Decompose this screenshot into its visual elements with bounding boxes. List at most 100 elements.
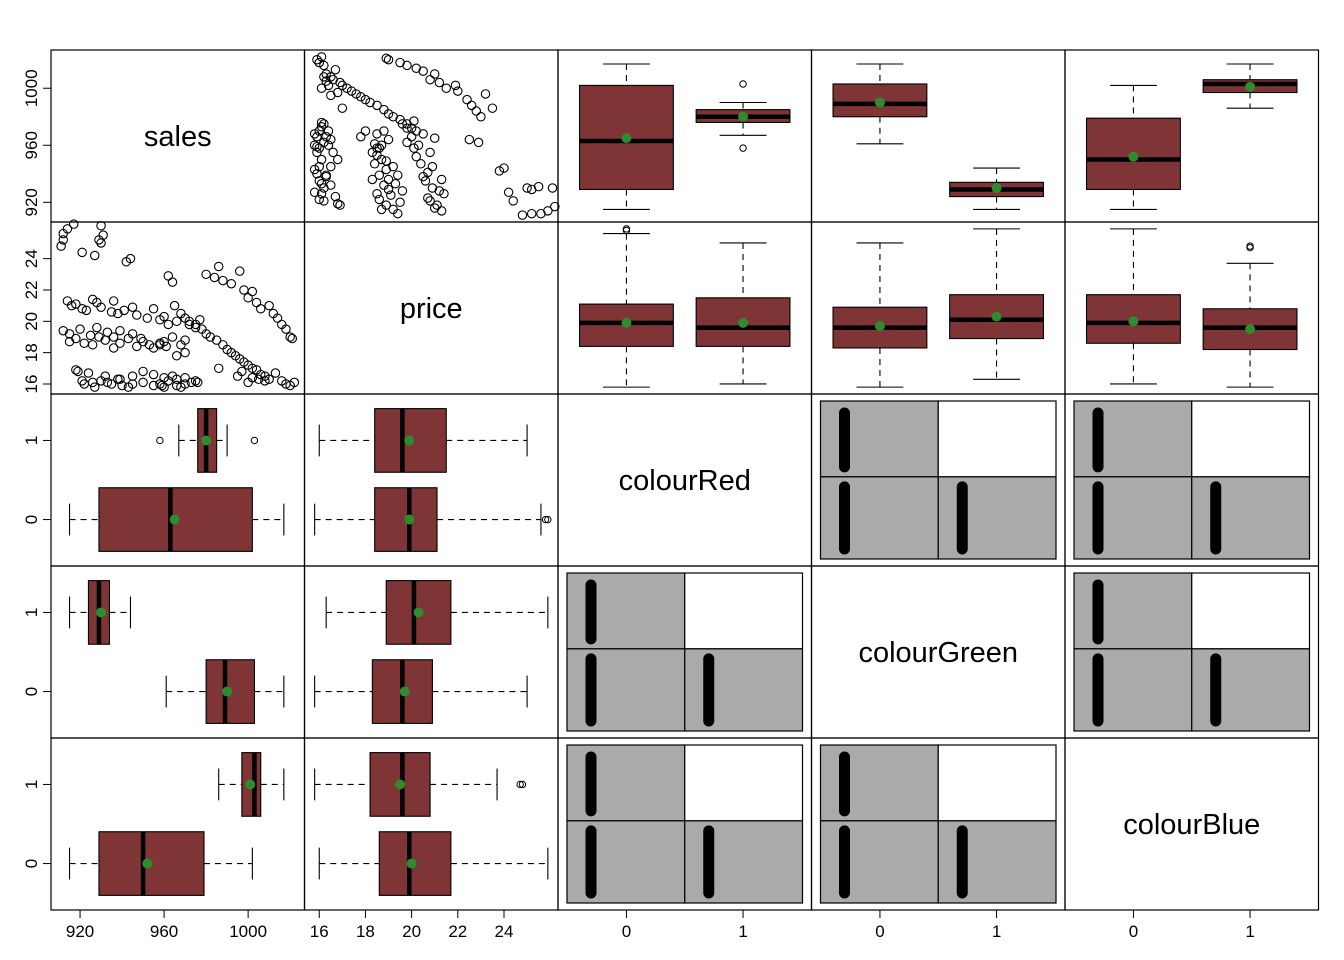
scatter-point-price-sales-113 xyxy=(321,131,331,142)
y-tick-label-price-24: 24 xyxy=(22,249,41,268)
scatter-point-sales-price-5 xyxy=(96,220,106,231)
scatter-point-sales-price-116 xyxy=(163,271,174,281)
scatter-point-sales-price-121 xyxy=(218,275,228,286)
scatter-point-sales-price-69 xyxy=(77,376,87,386)
scatter-point-sales-price-120 xyxy=(213,261,224,272)
scatter-point-sales-price-14 xyxy=(66,300,77,311)
scatter-point-sales-price-43 xyxy=(108,332,119,342)
scatter-point-price-sales-67 xyxy=(356,131,366,142)
scatter-point-sales-price-138 xyxy=(184,316,195,327)
y-tick-label-colourGreen-0: 0 xyxy=(22,687,41,696)
scatter-point-price-sales-155 xyxy=(321,69,331,79)
boxplot-sales-by-colourRed-group1-outlier-0 xyxy=(739,144,747,152)
boxplot-price-by-colourRed-group1-mean xyxy=(738,317,749,328)
scatter-point-price-sales-99 xyxy=(319,60,329,71)
scatter-point-price-sales-129 xyxy=(429,69,440,79)
scatter-point-price-sales-141 xyxy=(388,112,398,122)
scatter-point-sales-price-96 xyxy=(253,374,264,385)
x-tick-label-colourRed-0: 0 xyxy=(622,922,631,941)
scatter-point-sales-price-54 xyxy=(71,333,81,344)
scatter-point-sales-price-127 xyxy=(251,297,262,308)
scatter-point-sales-price-65 xyxy=(155,340,165,350)
boxplot-sales-by-colourRed-group1-mean xyxy=(738,111,749,122)
scatter-point-sales-price-126 xyxy=(247,286,258,297)
mosaic-r4-c2-cell-0-0 xyxy=(566,744,686,822)
hboxplot-price-by-colourRed-group0-outlier-1 xyxy=(544,515,552,524)
scatter-point-price-sales-86 xyxy=(312,131,322,142)
scatter-point-sales-price-91 xyxy=(213,363,224,374)
scatter-point-price-sales-28 xyxy=(425,147,435,158)
scatter-point-sales-price-115 xyxy=(190,376,201,386)
hboxplot-sales-by-colourGreen-group0-mean xyxy=(222,686,233,697)
scatter-point-sales-price-61 xyxy=(123,333,134,344)
scatter-point-sales-price-77 xyxy=(117,380,127,391)
scatter-point-sales-price-133 xyxy=(281,324,291,334)
scatter-point-sales-price-17 xyxy=(81,305,92,316)
scatter-point-price-sales-80 xyxy=(316,154,327,165)
scatter-point-price-sales-30 xyxy=(413,140,424,151)
hboxplot-sales-by-colourRed-group0-mean xyxy=(169,514,180,525)
scatter-point-price-sales-87 xyxy=(309,129,320,139)
x-tick-label-sales-1000: 1000 xyxy=(229,922,267,941)
scatter-point-sales-price-62 xyxy=(132,341,142,352)
scatter-point-price-sales-125 xyxy=(441,83,452,93)
scatter-point-sales-price-110 xyxy=(148,369,159,380)
scatter-point-sales-price-30 xyxy=(159,311,169,322)
scatter-point-price-sales-9 xyxy=(503,187,514,198)
scatter-point-price-sales-26 xyxy=(416,159,426,169)
scatter-point-sales-price-52 xyxy=(180,335,190,345)
scatter-point-price-sales-25 xyxy=(427,161,438,172)
scatter-point-sales-price-153 xyxy=(255,369,266,380)
scatter-point-sales-price-38 xyxy=(64,329,75,339)
scatter-point-sales-price-44 xyxy=(115,325,125,336)
mosaic-r3-c4-cell-0-0 xyxy=(1073,572,1193,650)
scatter-point-price-sales-136 xyxy=(429,133,440,143)
scatter-point-sales-price-139 xyxy=(190,319,201,330)
mosaic-r2-c4-cell-0-0 xyxy=(1073,400,1193,478)
scatter-point-price-sales-71 xyxy=(316,188,327,199)
scatter-point-price-sales-121 xyxy=(466,100,477,111)
scatter-point-price-sales-106 xyxy=(326,180,336,190)
scatter-point-price-sales-135 xyxy=(381,53,391,64)
scatter-point-sales-price-88 xyxy=(180,379,190,389)
scatter-point-price-sales-147 xyxy=(356,92,366,102)
scatter-point-price-sales-11 xyxy=(494,166,505,176)
scatter-point-price-sales-118 xyxy=(476,112,486,122)
scatter-point-sales-price-118 xyxy=(201,269,211,280)
scatter-point-price-sales-114 xyxy=(323,126,334,136)
scatter-point-price-sales-116 xyxy=(473,137,484,148)
scatter-point-price-sales-117 xyxy=(464,134,475,145)
hboxplot-sales-by-colourBlue-group1-mean xyxy=(245,779,256,790)
scatter-point-price-sales-151 xyxy=(337,80,348,91)
scatter-point-sales-price-66 xyxy=(161,341,171,352)
scatter-point-price-sales-4 xyxy=(522,183,532,193)
scatter-point-price-sales-43 xyxy=(383,174,394,185)
scatter-point-sales-price-1 xyxy=(62,224,73,234)
scatter-point-sales-price-53 xyxy=(64,336,75,347)
hboxplot-sales-by-colourRed-group1-mean xyxy=(201,435,212,446)
boxplot-price-by-colourBlue-group0-mean xyxy=(1128,316,1139,327)
scatter-point-sales-price-98 xyxy=(270,368,281,378)
scatter-point-price-sales-10 xyxy=(508,196,518,206)
scatter-point-sales-price-16 xyxy=(77,304,87,314)
scatter-point-sales-price-27 xyxy=(142,313,153,323)
scatter-point-sales-price-21 xyxy=(106,307,117,317)
scatter-point-price-sales-143 xyxy=(379,104,389,115)
scatter-point-sales-price-125 xyxy=(243,293,253,303)
scatter-point-price-sales-149 xyxy=(346,86,357,96)
boxplot-price-by-colourRed-group0-outlier-1 xyxy=(622,225,631,233)
hboxplot-price-by-colourBlue-group0-mean xyxy=(406,858,417,869)
scatter-point-price-sales-54 xyxy=(381,200,391,210)
scatter-point-price-sales-62 xyxy=(369,159,380,169)
scatter-point-price-sales-61 xyxy=(381,164,391,175)
scatter-point-price-sales-50 xyxy=(383,134,394,145)
scatter-point-sales-price-137 xyxy=(176,308,186,319)
scatter-point-price-sales-49 xyxy=(376,140,387,151)
boxplot-price-by-colourBlue-group1-outlier-1 xyxy=(1246,242,1254,250)
hboxplot-price-by-colourBlue-group1-mean xyxy=(395,779,406,790)
scatter-point-price-sales-93 xyxy=(332,87,343,98)
scatter-point-price-sales-107 xyxy=(321,170,331,180)
scatter-point-price-sales-104 xyxy=(332,198,343,209)
mosaic-r3-c2-cell-1-0 xyxy=(566,648,686,732)
